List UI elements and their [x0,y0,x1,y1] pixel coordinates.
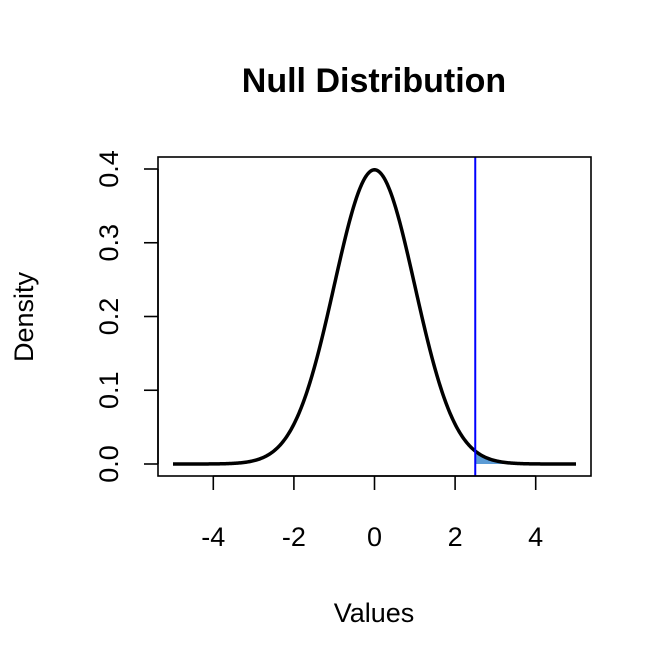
chart-title: Null Distribution [242,62,506,100]
y-tick-label: 0.3 [94,224,124,262]
x-tick-label: -2 [282,522,306,552]
y-axis-label: Density [9,271,39,362]
x-axis-label: Values [334,598,415,628]
x-tick-label: 0 [367,522,382,552]
x-tick-label: 4 [528,522,543,552]
x-tick-label: 2 [448,522,463,552]
plot-area: -4 -2 0 2 4 0.0 0.1 0.2 0.3 0.4 [94,150,592,552]
density-curve [172,168,577,466]
y-tick-label: 0.0 [94,445,124,483]
shaded-tail-region [475,451,576,464]
plot-frame [157,156,592,477]
x-tick-label: -4 [201,522,225,552]
y-tick-label: 0.2 [94,298,124,336]
y-tick-label: 0.1 [94,371,124,409]
y-tick-label: 0.4 [94,150,124,188]
